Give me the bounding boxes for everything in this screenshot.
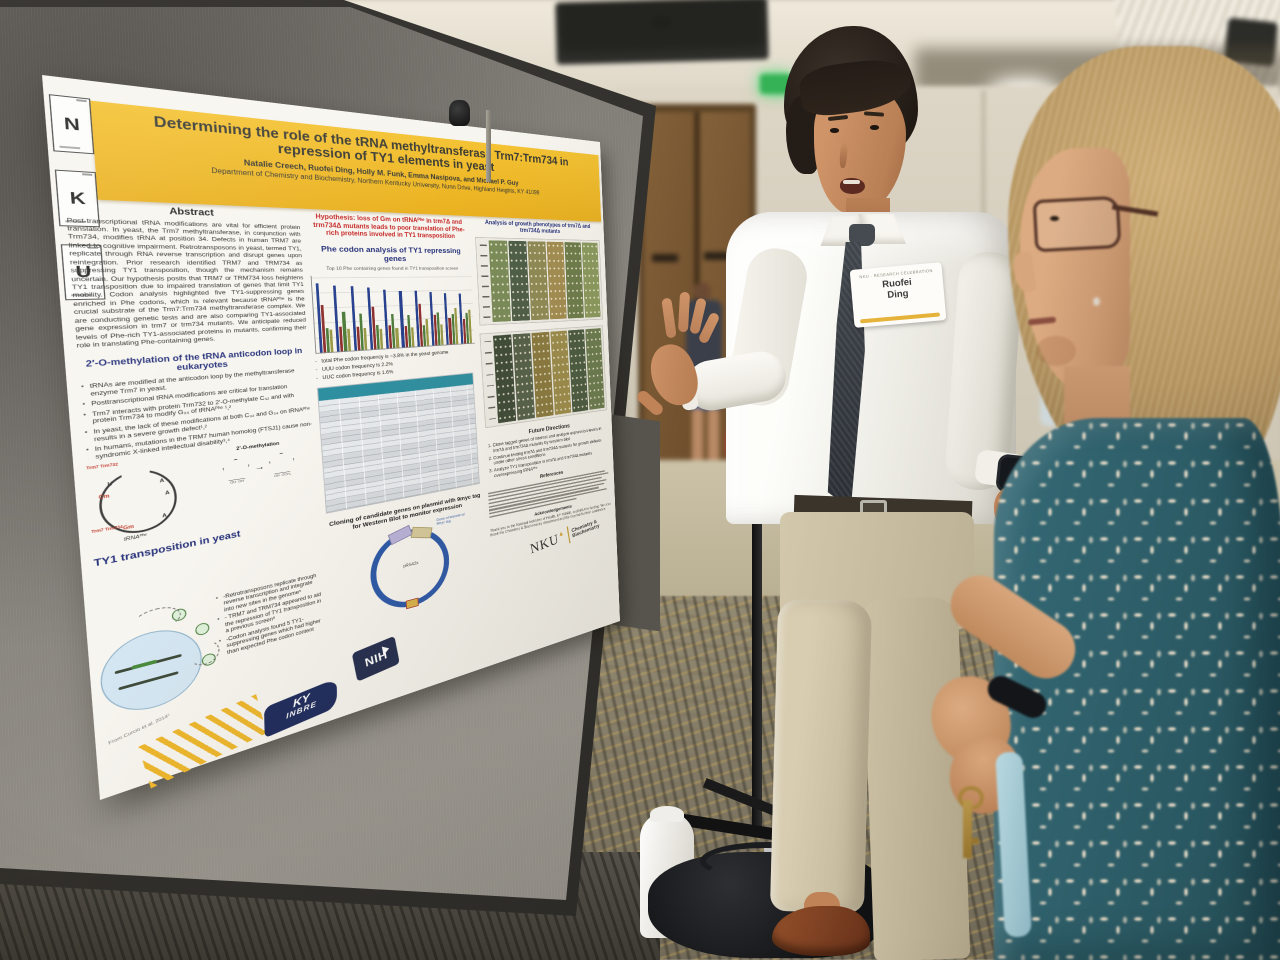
- tie-knot: [849, 224, 875, 246]
- door-pushbar: [704, 252, 730, 260]
- presenter-mouth-open: [840, 178, 865, 194]
- woman-glasses: [1032, 195, 1122, 253]
- woman-floral-dress: [994, 418, 1280, 960]
- thin-pole: [486, 110, 491, 182]
- exit-sign: [760, 74, 792, 94]
- brass-key-tooth: [972, 838, 979, 844]
- brass-key: [963, 800, 972, 858]
- woman-chin-shadow: [1036, 336, 1076, 366]
- presenter-eye: [830, 128, 839, 133]
- water-bottle-cap: [650, 806, 684, 822]
- recessed-light: [652, 16, 672, 28]
- presenter-loafer: [772, 906, 870, 956]
- woman-earring: [1094, 298, 1099, 305]
- poster-clamp: [449, 100, 470, 126]
- background-person-leg: [692, 408, 703, 482]
- poster-stand-pole: [752, 498, 762, 836]
- background-person-head: [694, 282, 711, 301]
- door-pushbar: [652, 254, 678, 262]
- background-person-leg: [708, 408, 719, 480]
- woman-eye: [1050, 216, 1059, 221]
- presenter-eye: [870, 125, 879, 130]
